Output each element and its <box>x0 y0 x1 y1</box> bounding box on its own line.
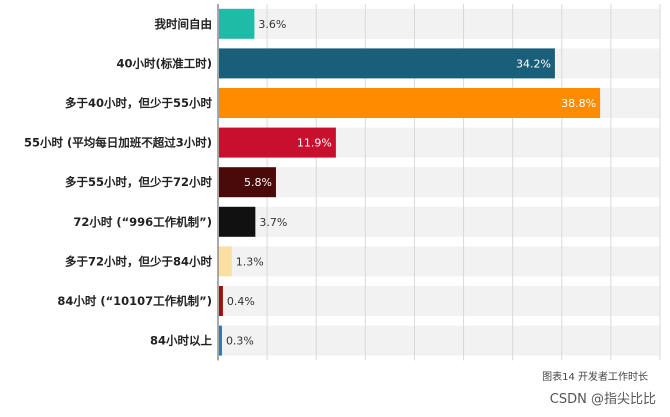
value-label-5: 3.7% <box>259 216 287 229</box>
row-band-8 <box>218 325 660 356</box>
row-band-0 <box>218 8 660 39</box>
category-label-5: 72小时 (“996工作机制”) <box>73 215 212 229</box>
category-label-2: 多于40小时，但少于55小时 <box>65 96 213 110</box>
category-label-6: 多于72小时，但少于84小时 <box>65 254 213 268</box>
category-label-0: 我时间自由 <box>155 17 213 31</box>
bar-8 <box>219 325 222 356</box>
bar-1 <box>219 48 555 79</box>
row-band-5 <box>218 206 660 237</box>
category-label-7: 84小时 (“10107工作机制”) <box>57 294 212 308</box>
value-label-8: 0.3% <box>226 335 254 348</box>
value-label-6: 1.3% <box>236 255 264 268</box>
watermark: CSDN @指尖比比 <box>549 392 656 407</box>
row-band-4 <box>218 167 660 198</box>
bar-6 <box>219 246 232 277</box>
category-label-1: 40小时(标准工时) <box>116 56 212 70</box>
row-band-6 <box>218 246 660 277</box>
bar-3 <box>219 127 336 158</box>
figure-caption: 图表14 开发者工作时长 <box>542 372 648 383</box>
value-label-4: 5.8% <box>244 176 272 189</box>
value-label-1: 34.2% <box>516 57 551 70</box>
bar-2 <box>219 88 601 118</box>
row-band-7 <box>218 286 660 316</box>
category-label-4: 多于55小时，但少于72小时 <box>65 175 213 189</box>
value-label-3: 11.9% <box>297 137 332 150</box>
category-label-8: 84小时以上 <box>150 334 213 348</box>
bar-0 <box>219 8 255 39</box>
category-label-3: 55小时 (平均每日加班不超过3小时) <box>24 136 212 150</box>
value-label-2: 38.8% <box>561 97 596 110</box>
bar-5 <box>219 206 256 237</box>
bar-4 <box>219 167 276 198</box>
bar-chart: 我时间自由 3.6% 40小时(标准工时) 34.2% 多于40小时，但少于55小时 38… <box>24 4 661 361</box>
value-label-7: 0.4% <box>227 295 255 308</box>
value-label-0: 3.6% <box>258 18 286 31</box>
bar-7 <box>219 286 223 316</box>
